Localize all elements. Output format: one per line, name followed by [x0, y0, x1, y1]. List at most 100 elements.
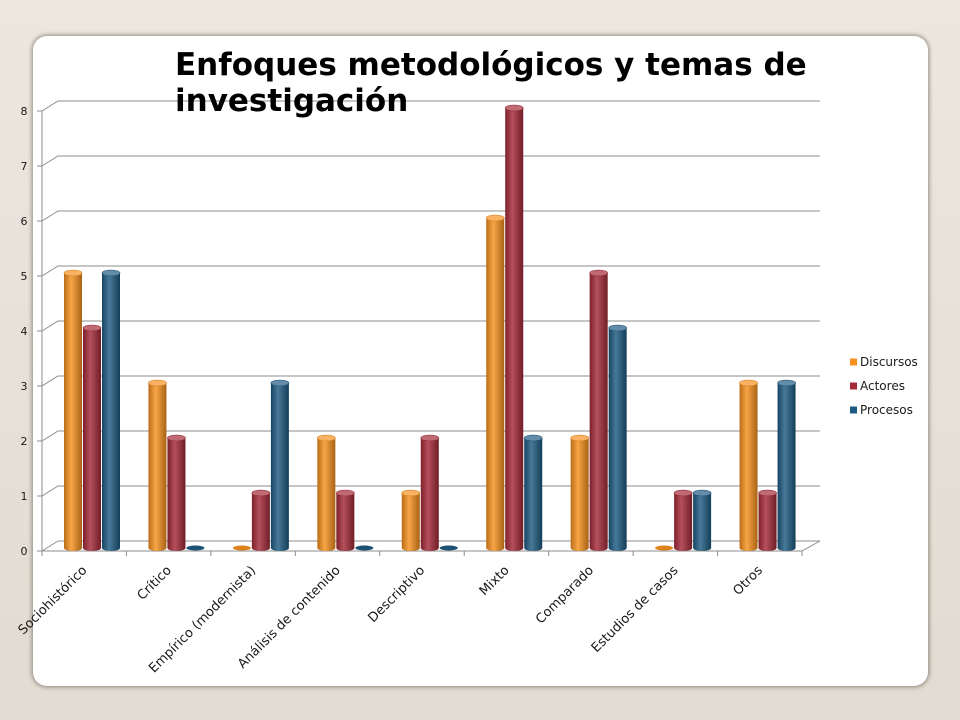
bar-actores-sociohistorico [82, 324, 102, 551]
x-tick-label: Otros [730, 563, 766, 599]
legend-item: Discursos [850, 355, 918, 369]
bar-cap [270, 379, 290, 387]
x-tick-label: Mixto [477, 563, 513, 599]
bar-body [589, 273, 608, 551]
legend: Discursos Actores Procesos [850, 355, 918, 417]
bar-body [758, 493, 777, 551]
bar-cap [692, 489, 712, 497]
bar-procesos-otros [777, 379, 796, 551]
bar-procesos-analisis-de-contenido [355, 545, 374, 551]
bar-body [148, 383, 167, 551]
bar-body [251, 493, 270, 551]
bar-cap [317, 434, 336, 442]
bar-zero-cap [232, 545, 251, 551]
bar-cap [608, 324, 627, 332]
floor-left-edge [41, 540, 59, 552]
gridline [41, 265, 820, 277]
legend-label: Actores [860, 379, 905, 393]
bar-actores-descriptivo [420, 434, 440, 551]
bar-zero-cap [355, 545, 374, 551]
bar-body [486, 218, 505, 551]
bar-body [401, 493, 420, 551]
bar-body [674, 493, 693, 551]
gridline [41, 430, 820, 442]
bar-cap [251, 489, 271, 497]
bar-cap [777, 379, 796, 387]
slide-card [33, 36, 928, 686]
bar-actores-mixto [504, 104, 524, 551]
bar-discursos-sociohistorico [63, 269, 83, 551]
bar-discursos-estudios-de-casos [655, 545, 674, 551]
y-tick-label: 7 [21, 160, 28, 173]
y-tick-label: 3 [21, 380, 28, 393]
bar-body [317, 438, 336, 551]
gridline [41, 485, 820, 497]
legend-swatch [850, 358, 857, 366]
bar-actores-comparado [589, 269, 608, 551]
legend-swatch [850, 406, 857, 414]
chart-title: Enfoques metodológicos y temas de invest… [175, 47, 807, 119]
bar-zero-cap [439, 545, 458, 551]
bar-cap [739, 379, 758, 387]
bar-procesos-comparado [608, 324, 627, 551]
bar-cap [167, 434, 186, 442]
bar-body [505, 108, 524, 551]
legend-item: Actores [850, 379, 905, 393]
bar-procesos-descriptivo [439, 545, 458, 551]
bar-discursos-analisis-de-contenido [317, 434, 336, 551]
bar-discursos-critico [148, 379, 167, 551]
bar-cap [758, 489, 777, 497]
bar-body [270, 383, 289, 551]
gridline [41, 155, 820, 167]
bar-cap [82, 324, 102, 332]
bar-cap [101, 269, 121, 277]
bar-discursos-empirico-modernista [232, 545, 251, 551]
legend-label: Discursos [860, 355, 918, 369]
legend-label: Procesos [860, 403, 913, 417]
bar-cap [673, 489, 693, 497]
gridline [41, 210, 820, 222]
legend-swatch [850, 382, 857, 390]
bar-discursos-otros [739, 379, 758, 551]
legend-item: Procesos [850, 403, 913, 417]
bar-cap [504, 104, 524, 112]
gridline [41, 100, 820, 112]
bar-cap [336, 489, 355, 497]
x-tick-label: Comparado [533, 563, 597, 627]
bar-discursos-comparado [570, 434, 589, 551]
y-tick-label: 0 [21, 545, 28, 558]
y-tick-label: 4 [21, 325, 28, 338]
bar-body [420, 438, 439, 551]
y-tick-label: 5 [21, 270, 28, 283]
bar-body [336, 493, 355, 551]
bar-zero-cap [655, 545, 674, 551]
bar-procesos-empirico-modernista [270, 379, 290, 551]
bar-procesos-sociohistorico [101, 269, 121, 551]
bar-body [167, 438, 186, 551]
bar-body [83, 328, 101, 551]
bar-actores-critico [167, 434, 186, 551]
bar-cap [485, 214, 505, 222]
bar-body [739, 383, 758, 551]
gridline [41, 320, 820, 332]
bar-actores-estudios-de-casos [673, 489, 693, 551]
bar-procesos-estudios-de-casos [692, 489, 712, 551]
y-tick-label: 2 [21, 435, 28, 448]
x-tick-label: Crítico [135, 563, 175, 603]
bar-zero-cap [186, 545, 205, 551]
bar-actores-analisis-de-contenido [336, 489, 355, 551]
bar-procesos-mixto [523, 434, 543, 551]
y-tick-label: 6 [21, 215, 28, 228]
gridline [41, 375, 820, 387]
x-tick-label: Sociohistórico [16, 563, 91, 638]
bar-cap [589, 269, 608, 277]
x-tick-label: Descriptivo [366, 563, 429, 626]
bar-body [524, 438, 543, 551]
bar-actores-otros [758, 489, 777, 551]
y-axis: 0 1 2 3 4 5 6 7 8 [21, 105, 43, 558]
bar-body [608, 328, 627, 551]
y-tick-label: 1 [21, 490, 28, 503]
bar-actores-empirico-modernista [251, 489, 271, 551]
